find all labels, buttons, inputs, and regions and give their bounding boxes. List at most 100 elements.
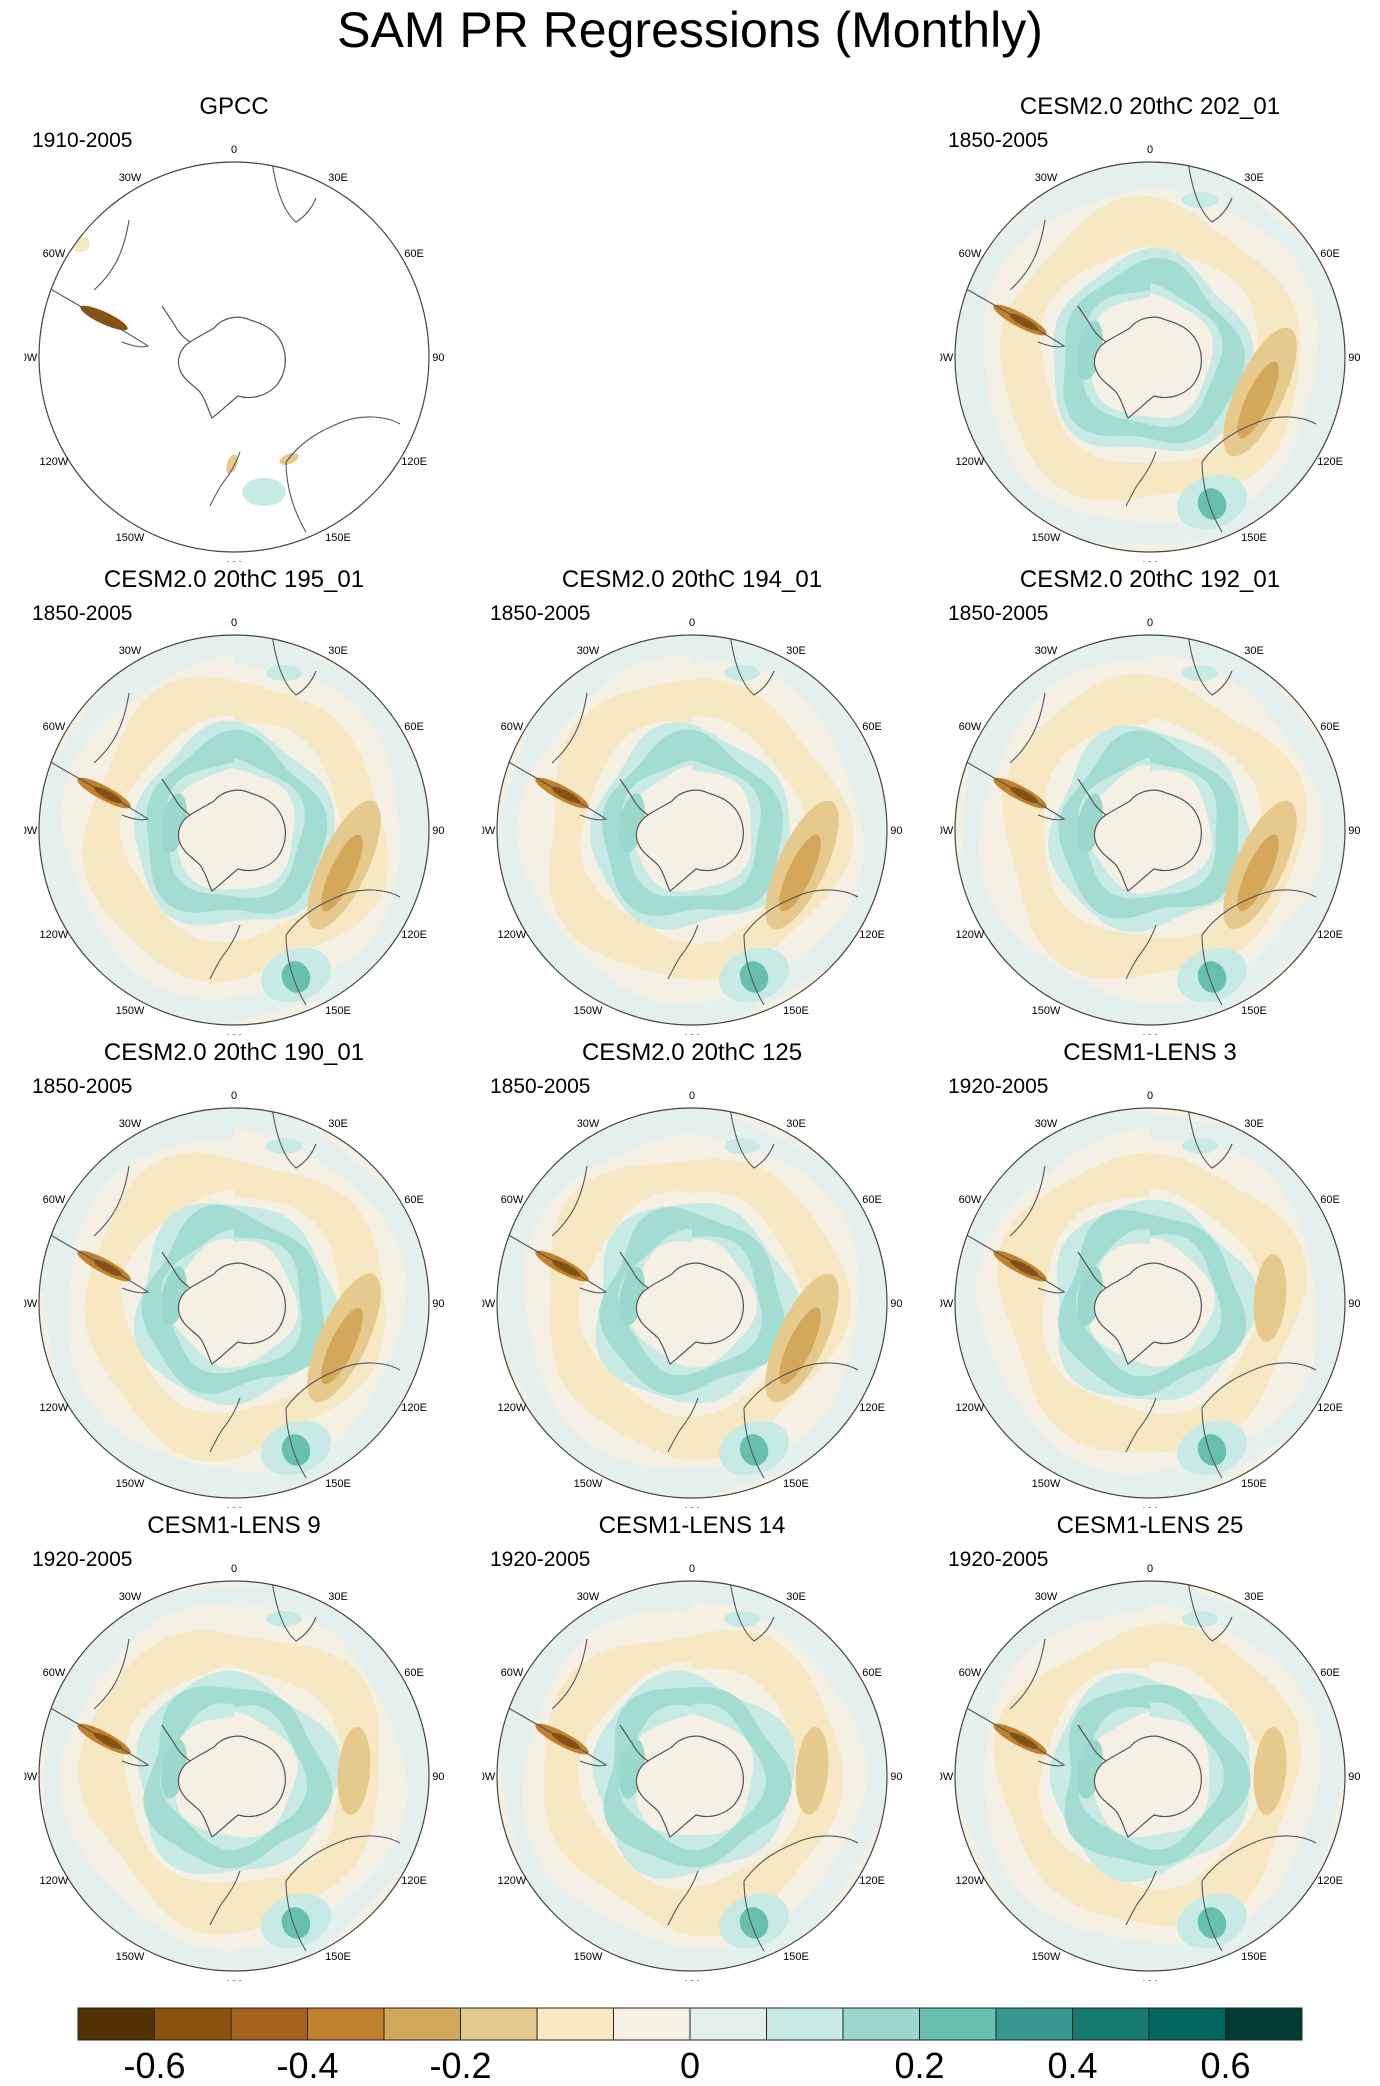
longitude-label: 30W: [1035, 1118, 1058, 1130]
polar-map: 0 30E 60E 90E 120E 150E 180 150W 120W 90W 60W 30W: [24, 144, 444, 562]
peninsula-coastline: [619, 1251, 649, 1289]
longitude-label: 150E: [1241, 1005, 1267, 1017]
midlat-dry-ring: [993, 1623, 1302, 1928]
antarctica-interior: [1094, 317, 1202, 418]
map-boundary: [954, 1580, 1346, 1972]
wet-anomaly-core: [1197, 1434, 1227, 1466]
australia-coastline: [1201, 1835, 1317, 1952]
longitude-label: 30E: [328, 645, 348, 657]
longitude-label: 150W: [1032, 1478, 1061, 1490]
longitude-label: 150W: [574, 1951, 603, 1963]
midlat-dry-ring: [999, 195, 1301, 501]
new-zealand-coastline: [667, 1870, 699, 1926]
map-panel-cesm2-125: CESM2.0 20thC 125 1850-2005 0 30E 60E 90E 12…: [482, 1038, 902, 1508]
longitude-label: 60E: [862, 721, 882, 733]
map-panel-cesm2-194: CESM2.0 20thC 194_01 1850-2005 0 30E 60E 90…: [482, 565, 902, 1035]
longitude-label: 90W: [482, 1771, 496, 1783]
longitude-label: 30W: [1035, 645, 1058, 657]
longitude-label: 180: [225, 1506, 243, 1508]
longitude-label: 120W: [40, 1402, 69, 1414]
longitude-label: 120W: [956, 929, 985, 941]
antarctica-interior: [636, 1263, 744, 1364]
colorbar-swatch: [154, 2007, 232, 2041]
subpolar-wet-core: [599, 1207, 786, 1396]
longitude-label: 30W: [577, 1591, 600, 1603]
australia-coastline: [1201, 1362, 1317, 1479]
colorbar-swatch: [230, 2007, 308, 2041]
colorbar-swatch: [766, 2007, 844, 2041]
new-zealand-coastline: [209, 1870, 241, 1926]
longitude-label: 180: [1141, 1979, 1159, 1981]
new-zealand-coastline: [667, 924, 699, 980]
subpolar-wet-core: [141, 1204, 325, 1394]
new-zealand-coastline: [1125, 451, 1157, 507]
map-panel-lens-9: CESM1-LENS 9 1920-2005 0 30E 60E 90E 120E 150…: [24, 1511, 444, 1981]
wet-anomaly-africa: [266, 1138, 302, 1154]
antarctica-coastline: [1093, 789, 1202, 892]
panel-title: GPCC: [199, 93, 269, 120]
peninsula-coastline: [161, 305, 191, 343]
antarctica-coastline: [635, 1735, 744, 1838]
antarctica-interior: [1094, 790, 1202, 891]
colorbar-swatch: [1225, 2007, 1303, 2041]
wet-anomaly-core: [281, 1434, 311, 1466]
africa-coastline: [1187, 1581, 1233, 1642]
south-america-coastline: [957, 219, 1066, 348]
map-boundary: [496, 634, 888, 1026]
longitude-label: 180: [225, 1979, 243, 1981]
colorbar-swatch: [460, 2007, 538, 2041]
period-label: 1850-2005: [490, 1075, 591, 1098]
wet-anomaly-africa: [266, 665, 302, 681]
longitude-label: 90E: [1348, 1298, 1360, 1310]
africa-coastline: [271, 162, 317, 223]
south-america-coastline: [499, 1638, 608, 1767]
longitude-label: 120W: [40, 1875, 69, 1887]
longitude-label: 90E: [432, 352, 444, 364]
panel-title: CESM2.0 20thC 202_01: [1019, 93, 1281, 120]
longitude-label: 60W: [43, 721, 66, 733]
longitude-label: 150W: [1032, 1005, 1061, 1017]
longitude-label: 30W: [1035, 172, 1058, 184]
longitude-label: 180: [1141, 1506, 1159, 1508]
australia-coastline: [1201, 889, 1317, 1006]
peninsula-coastline: [1077, 1251, 1107, 1289]
longitude-label: 30W: [119, 1591, 142, 1603]
longitude-label: 60W: [43, 1667, 66, 1679]
antarctica-coastline: [1093, 316, 1202, 419]
colorbar-swatch: [689, 2007, 767, 2041]
longitude-label: 120E: [1317, 1875, 1343, 1887]
longitude-label: 150W: [116, 1951, 145, 1963]
antarctica-interior: [1094, 1736, 1202, 1837]
antarctica-interior: [636, 1736, 744, 1837]
polar-map: 0 30E 60E 90E 120E 150E 180 150W 120W 90W 60W 30W: [482, 1090, 902, 1508]
longitude-label: 90E: [1348, 1771, 1360, 1783]
longitude-label: 120E: [1317, 929, 1343, 941]
period-label: 1850-2005: [32, 602, 133, 625]
colorbar-tick-label: 0.2: [894, 2045, 944, 2086]
subpolar-wet-core: [1063, 257, 1246, 444]
south-america-coastline: [957, 692, 1066, 821]
longitude-label: 120E: [1317, 456, 1343, 468]
panel-title: CESM1-LENS 25: [1056, 1512, 1244, 1539]
polar-map: 0 30E 60E 90E 120E 150E 180 150W 120W 90W 60W 30W: [940, 1090, 1360, 1508]
longitude-label: 60W: [43, 248, 66, 260]
polar-map: 0 30E 60E 90E 120E 150E 180 150W 120W 90W 60W 30W: [24, 1563, 444, 1981]
map-boundary: [496, 1107, 888, 1499]
longitude-label: 0: [1147, 1090, 1153, 1102]
longitude-label: 90W: [940, 825, 954, 837]
peninsula-coastline: [161, 1251, 191, 1289]
colorbar-swatch: [536, 2007, 614, 2041]
wet-anomaly-core: [1197, 1907, 1227, 1939]
africa-coastline: [271, 1581, 317, 1642]
peninsula-coastline: [1077, 305, 1107, 343]
map-panel-cesm2-195: CESM2.0 20thC 195_01 1850-2005 0 30E 60E 90…: [24, 565, 444, 1035]
midlat-dry-ring: [1002, 673, 1307, 979]
australia-coastline: [743, 1835, 859, 1952]
longitude-label: 120W: [40, 456, 69, 468]
longitude-label: 120E: [859, 1402, 885, 1414]
new-zealand-coastline: [1125, 1397, 1157, 1453]
longitude-label: 0: [231, 1563, 237, 1575]
longitude-label: 30E: [328, 1591, 348, 1603]
longitude-label: 90E: [432, 1298, 444, 1310]
longitude-label: 30W: [1035, 1591, 1058, 1603]
